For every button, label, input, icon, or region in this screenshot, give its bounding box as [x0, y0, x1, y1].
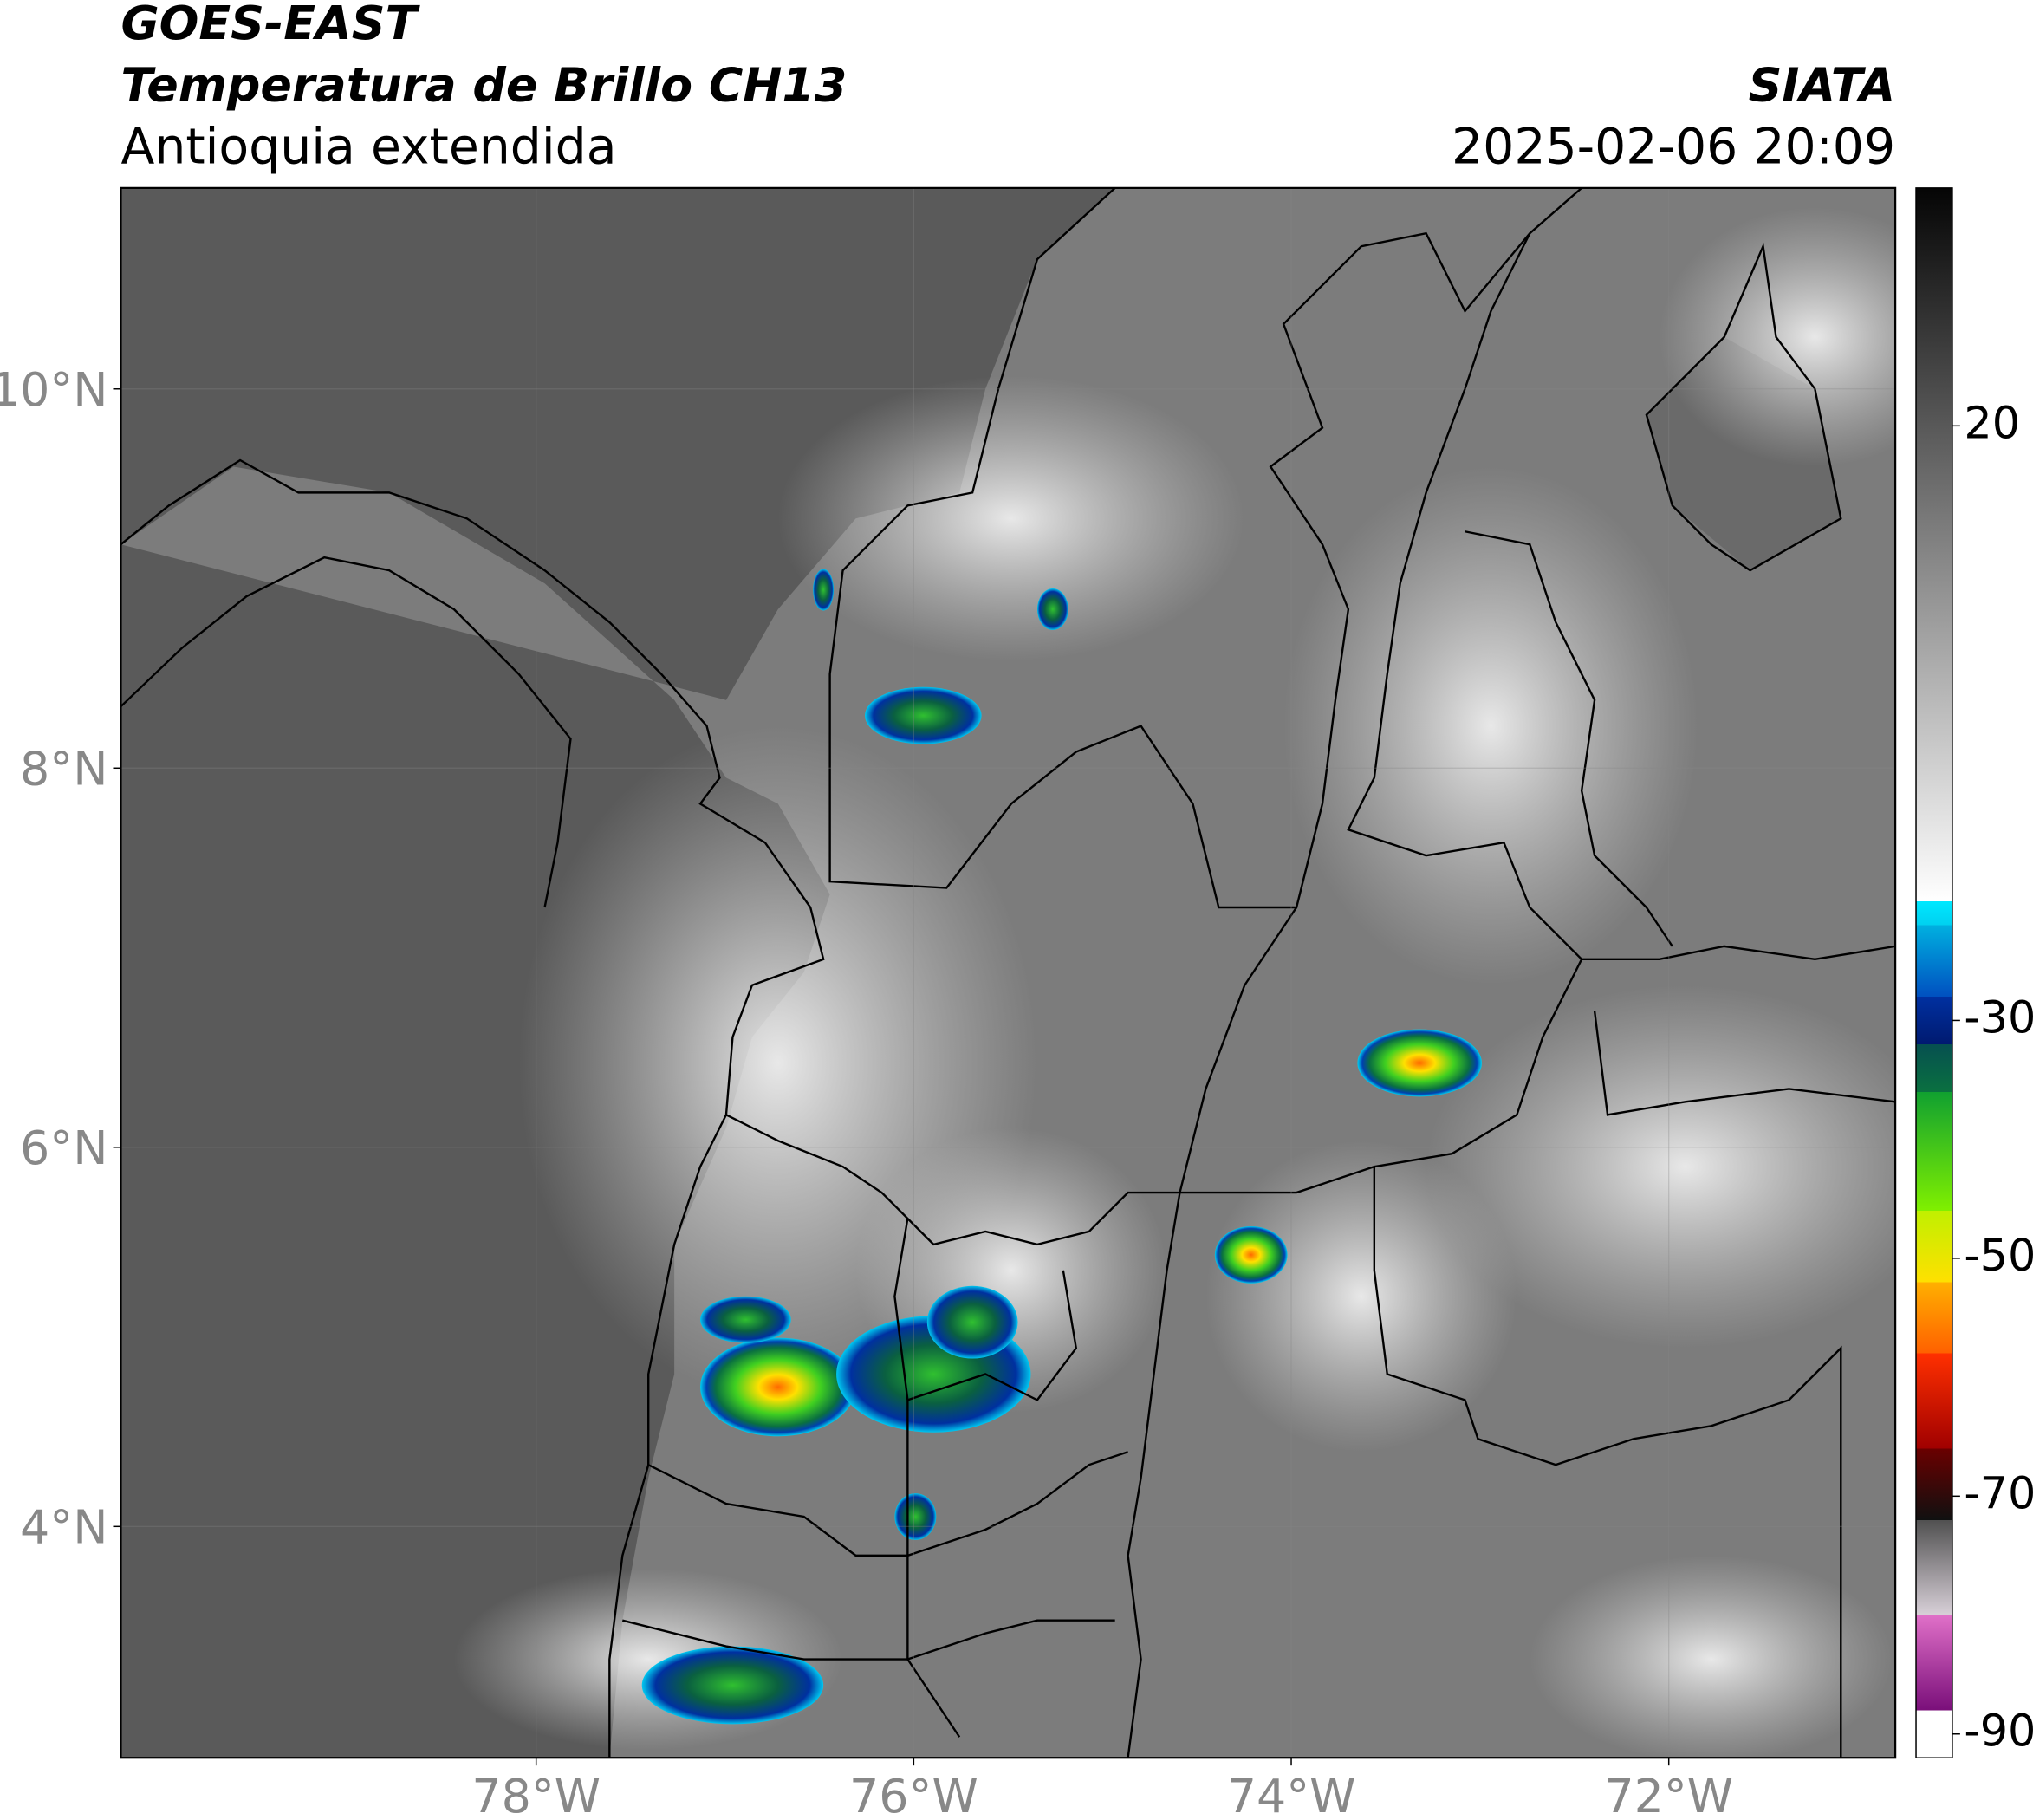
title: GOES-EAST [120, 0, 420, 50]
x-tick-label: 78°W [471, 1769, 601, 1820]
colorbar-tick-label: -30 [1964, 991, 2033, 1043]
y-tick-label: 10°N [0, 362, 107, 417]
source-label: SIATA [1749, 58, 1896, 113]
x-tick-label: 72°W [1604, 1769, 1733, 1820]
timestamp: 2025-02-06 20:09 [1452, 118, 1895, 175]
colorbar-tick-label: -70 [1964, 1467, 2033, 1518]
x-tick-label: 74°W [1227, 1769, 1356, 1820]
colorbar [1915, 187, 1953, 1758]
subtitle: Temperatura de Brillo CH13 [120, 58, 847, 113]
x-tick-label: 76°W [849, 1769, 978, 1820]
map-image [120, 187, 1896, 1758]
y-tick-label: 4°N [20, 1500, 107, 1555]
colorbar-tick-label: -90 [1964, 1706, 2033, 1757]
colorbar-tick-label: -50 [1964, 1230, 2033, 1281]
region-label: Antioquia extendida [120, 118, 616, 175]
y-tick-label: 8°N [20, 742, 107, 796]
y-tick-label: 6°N [20, 1121, 107, 1175]
map-frame [120, 186, 1897, 1759]
colorbar-tick-label: 20 [1964, 397, 2020, 448]
